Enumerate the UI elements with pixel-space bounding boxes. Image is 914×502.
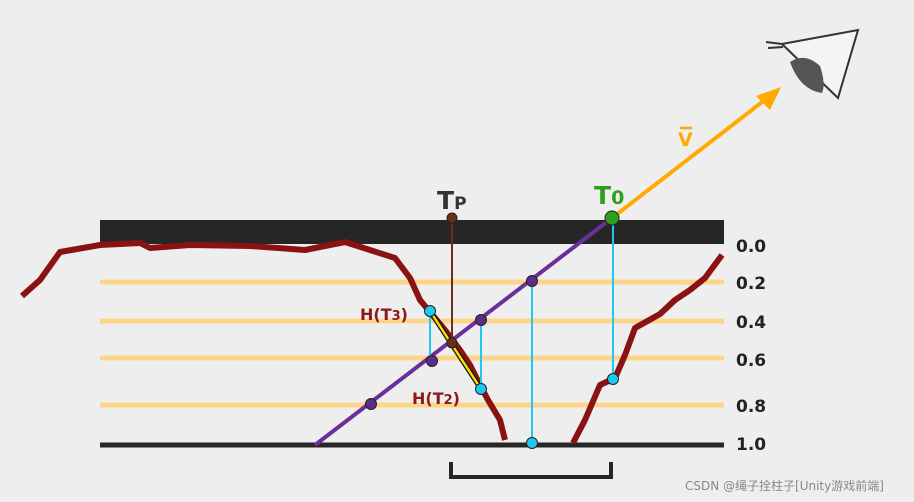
text: H(T <box>412 389 444 408</box>
h-t2-label: H(T2) <box>412 389 460 408</box>
height-sample <box>424 305 436 317</box>
text: T <box>594 181 611 210</box>
ray-sample <box>526 275 538 287</box>
tp-label: TP <box>437 186 467 215</box>
depth-label: 0.8 <box>736 397 766 417</box>
ray-sample <box>426 355 438 367</box>
depth-labels: 0.0 0.2 0.4 0.6 0.8 1.0 <box>736 237 766 455</box>
intersection-point <box>446 337 458 349</box>
height-sample <box>607 373 619 385</box>
text: 3 <box>392 309 401 324</box>
t0-label: T0 <box>594 181 624 210</box>
text: H(T <box>360 305 392 324</box>
text: 0 <box>611 187 624 209</box>
arrow-head <box>756 87 781 110</box>
guides <box>429 218 614 443</box>
view-vector <box>610 94 772 220</box>
bracket <box>449 462 613 479</box>
text: ) <box>401 305 408 324</box>
eye-icon <box>765 28 860 100</box>
interp-line <box>428 310 483 390</box>
depth-label: 0.4 <box>736 313 766 333</box>
h-t3-label: H(T3) <box>360 305 408 324</box>
height-sample <box>526 437 538 449</box>
ray-sample <box>365 398 377 410</box>
depth-label: 0.0 <box>736 237 766 257</box>
text: ) <box>453 389 460 408</box>
points <box>365 210 620 449</box>
height-sample <box>475 383 487 395</box>
heightfield <box>20 239 508 441</box>
depth-label: 0.2 <box>736 274 766 294</box>
depth-label: 0.6 <box>736 351 766 371</box>
top-surface <box>100 220 724 244</box>
heightfield <box>570 253 725 445</box>
text: P <box>454 194 466 214</box>
depth-label: 1.0 <box>736 435 766 455</box>
view-ray <box>313 216 614 447</box>
watermark: CSDN @绳子拴柱子[Unity游戏前端] <box>685 478 884 493</box>
text: T <box>437 186 454 215</box>
tp-point <box>446 212 458 224</box>
text: 2 <box>444 393 453 408</box>
ray-sample <box>475 314 487 326</box>
v-label: V <box>678 129 693 151</box>
t0-point <box>604 210 620 226</box>
